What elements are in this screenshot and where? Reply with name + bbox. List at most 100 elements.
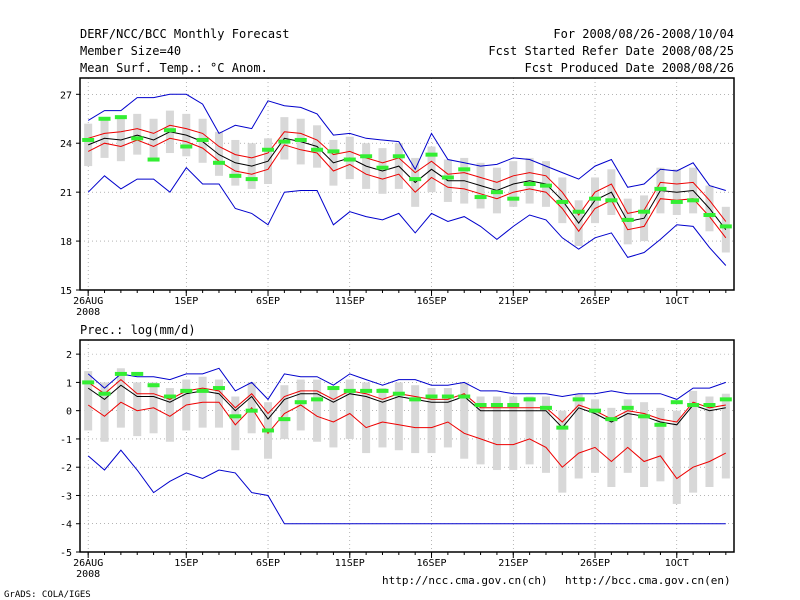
extreme-line-max — [87, 367, 726, 401]
observed-marker — [343, 388, 356, 393]
observed-marker — [98, 116, 111, 121]
spread-bar — [411, 385, 420, 454]
observed-marker — [131, 136, 144, 141]
observed-marker — [441, 394, 454, 399]
observed-marker — [163, 394, 176, 399]
observed-marker — [245, 408, 258, 413]
extreme-line-min — [87, 93, 726, 191]
spread-bar — [313, 379, 322, 442]
observed-marker — [180, 388, 193, 393]
spread-bar — [672, 410, 681, 504]
observed-marker — [278, 417, 291, 422]
observed-marker — [114, 115, 127, 120]
observed-marker — [376, 388, 389, 393]
observed-marker — [670, 400, 683, 405]
observed-marker — [654, 186, 667, 191]
spread-bar — [558, 410, 567, 493]
spread-bar — [362, 382, 371, 454]
spread-bar — [84, 371, 93, 431]
extreme-line-max — [87, 166, 727, 266]
observed-marker — [82, 380, 95, 385]
observed-marker — [572, 397, 585, 402]
quantile-line-lower-quantile — [87, 401, 727, 480]
observed-marker — [114, 371, 127, 376]
observed-marker — [392, 391, 405, 396]
observed-marker — [327, 386, 340, 391]
x-tick-label: 26AUG — [73, 558, 103, 569]
precip-panel-title: Prec.: log(mm/d) — [80, 323, 196, 337]
observed-marker — [539, 183, 552, 188]
observed-marker — [212, 386, 225, 391]
y-tick-label: -1 — [60, 435, 72, 446]
y-tick-label: -3 — [60, 491, 72, 502]
observed-marker — [523, 397, 536, 402]
spread-bar — [443, 388, 452, 448]
observed-marker — [360, 154, 373, 159]
x-tick-label: 11SEP — [335, 558, 365, 569]
y-tick-label: -5 — [60, 548, 72, 559]
y-tick-label: 15 — [60, 286, 72, 297]
observed-marker — [458, 394, 471, 399]
observed-marker — [147, 383, 160, 388]
observed-marker — [490, 403, 503, 408]
spread-bar — [623, 399, 632, 473]
url-english[interactable]: http://bcc.cma.gov.cn(en) — [565, 574, 731, 587]
spread-bar — [133, 113, 142, 155]
observed-marker — [196, 388, 209, 393]
observed-marker — [719, 397, 732, 402]
observed-marker — [507, 403, 520, 408]
observed-marker — [654, 422, 667, 427]
ensemble-mean-line-mean — [87, 384, 726, 429]
observed-marker — [229, 414, 242, 419]
y-tick-label: -4 — [60, 520, 72, 531]
observed-marker — [82, 137, 95, 142]
observed-marker — [392, 154, 405, 159]
y-tick-label: -2 — [60, 463, 72, 474]
spread-bar — [378, 388, 387, 448]
observed-marker — [376, 165, 389, 170]
plot-frame — [79, 339, 735, 553]
observed-marker — [163, 128, 176, 133]
x-tick-label: 1SEP — [174, 558, 198, 569]
observed-marker — [229, 173, 242, 178]
x-year-label: 2008 — [76, 569, 100, 580]
observed-marker — [458, 167, 471, 172]
url-chinese[interactable]: http://ncc.cma.gov.cn(ch) — [382, 574, 548, 587]
x-tick-label: 11SEP — [335, 296, 365, 307]
observed-marker — [687, 403, 700, 408]
x-year-label: 2008 — [76, 307, 100, 318]
spread-bar — [165, 388, 174, 442]
observed-marker — [212, 160, 225, 165]
chart-header: DERF/NCC/BCC Monthly Forecast Member Siz… — [80, 27, 734, 75]
spread-bar — [492, 396, 501, 471]
observed-marker — [687, 198, 700, 203]
observed-marker — [425, 152, 438, 157]
spread-bar — [574, 393, 583, 479]
spread-bar — [394, 382, 403, 451]
observed-marker — [621, 405, 634, 410]
spread-bar — [116, 368, 125, 428]
ensemble-mean-line-mean — [88, 131, 727, 231]
observed-marker — [605, 417, 618, 422]
observed-marker — [490, 190, 503, 195]
spread-bar — [640, 402, 649, 487]
spread-bar — [525, 396, 534, 465]
x-tick-label: 21SEP — [498, 558, 528, 569]
observed-marker — [523, 182, 536, 186]
member-size: Member Size=40 — [80, 44, 181, 58]
observed-marker — [343, 157, 356, 162]
observed-marker — [262, 147, 275, 152]
observed-marker — [703, 403, 716, 408]
spread-bar — [460, 382, 469, 459]
observed-marker — [441, 175, 454, 180]
spread-bar — [214, 379, 223, 428]
forecast-produced-date: Fcst Produced Date 2008/08/26 — [524, 61, 734, 75]
observed-marker — [294, 400, 307, 405]
x-tick-label: 1SEP — [174, 296, 198, 307]
observed-marker — [638, 414, 651, 419]
observed-marker — [621, 217, 634, 222]
y-tick-label: 24 — [60, 139, 72, 150]
x-tick-label: 16SEP — [416, 558, 446, 569]
y-tick-label: 21 — [60, 188, 72, 199]
spread-bar — [607, 407, 616, 487]
